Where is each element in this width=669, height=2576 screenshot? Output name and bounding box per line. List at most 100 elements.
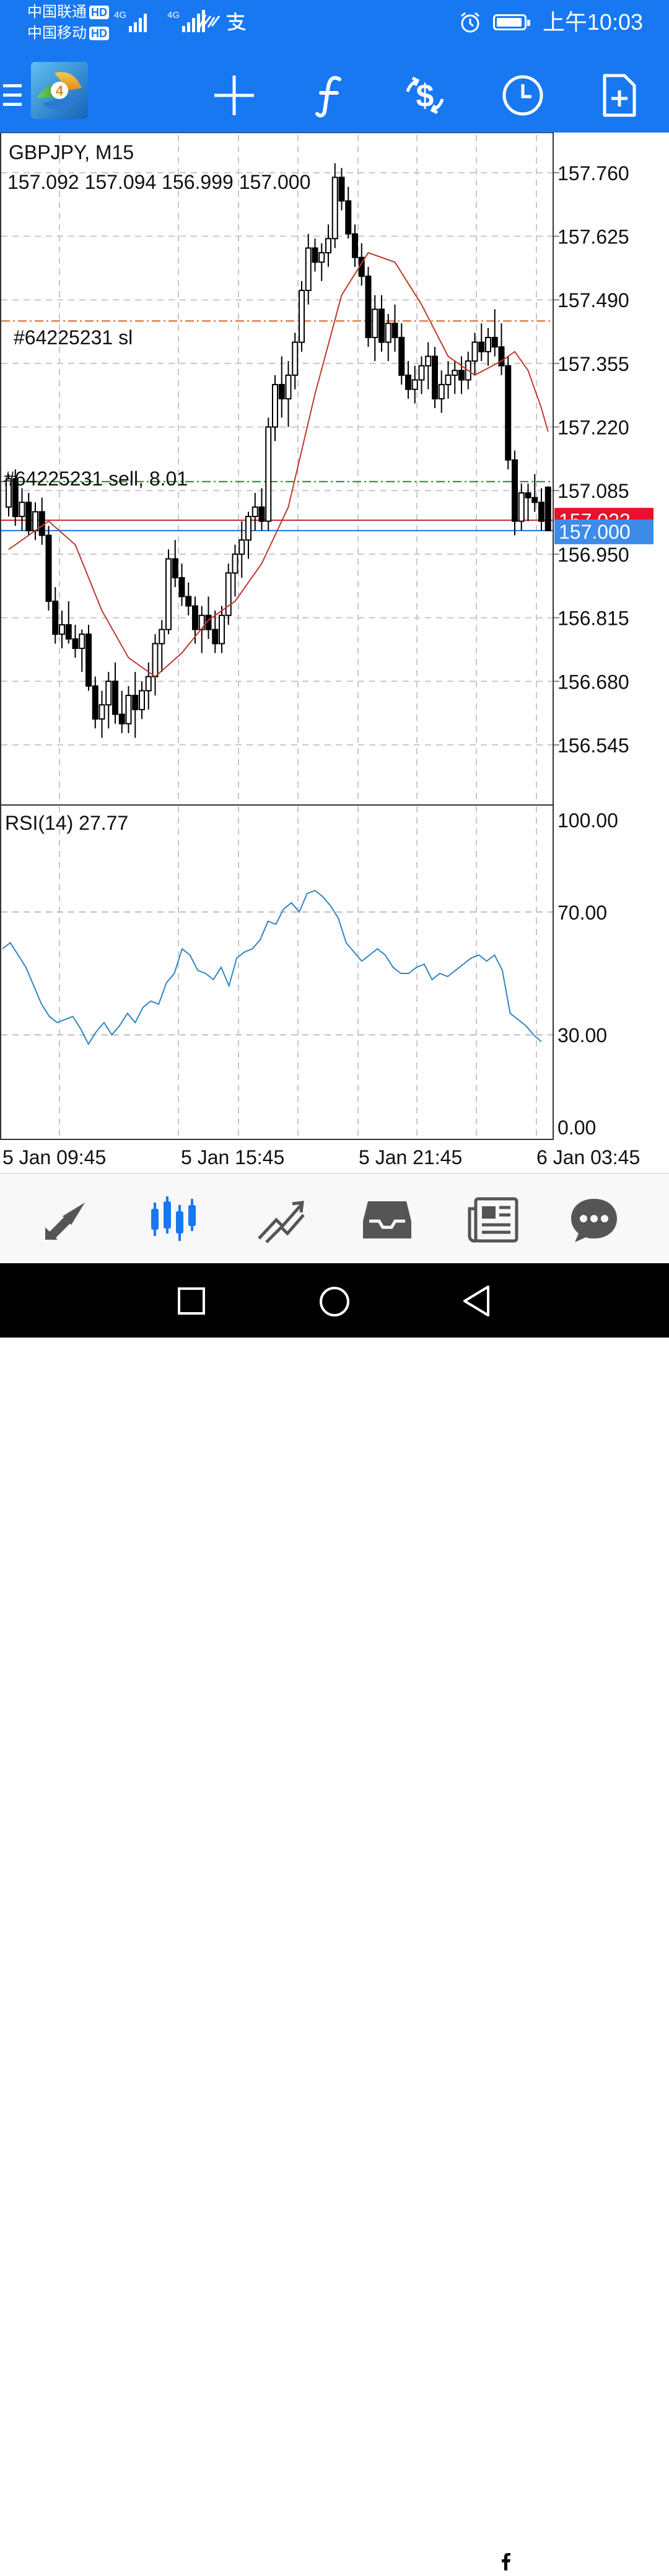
candle-body-bear [25, 502, 32, 531]
candle [112, 662, 118, 724]
back-button[interactable] [461, 1284, 491, 1321]
candle-body-bull [6, 478, 12, 508]
quotes-icon[interactable] [38, 1195, 94, 1245]
time-axis-label: 5 Jan 21:45 [359, 1146, 462, 1168]
candle-body-bull [79, 633, 85, 650]
messages-icon[interactable] [566, 1195, 622, 1245]
candle-body-bear [112, 681, 118, 715]
candle [165, 549, 172, 635]
current-price-tag [554, 519, 654, 544]
candle [38, 497, 45, 545]
candle [418, 356, 425, 394]
candle-body-bull [159, 629, 165, 645]
candle-body-bear [458, 370, 465, 381]
price-tick-label: 157.760 [558, 162, 629, 185]
candle-body-bull [331, 176, 338, 240]
status-carrier-1: 中国联通 HD [27, 4, 109, 21]
candle-body-bear [258, 506, 265, 522]
candle-body-bear [65, 624, 72, 640]
candle-body-bear [538, 502, 544, 522]
candle-body-bull [318, 252, 325, 263]
candle-body-bear [365, 276, 372, 339]
candle [212, 611, 219, 653]
metatrader-logo[interactable]: 4 [28, 59, 90, 121]
candle [299, 281, 305, 352]
menu-icon[interactable] [0, 69, 25, 121]
candle [478, 323, 485, 362]
candle-body-bull [32, 511, 38, 531]
ohlc-label: 157.092 157.094 156.999 157.000 [7, 171, 310, 193]
candle [292, 333, 299, 389]
clock-icon[interactable] [497, 69, 549, 121]
candle-body-bull [299, 289, 305, 343]
candle [172, 540, 178, 588]
candle-body-bear [172, 558, 178, 578]
candle [132, 672, 139, 738]
new-document-icon[interactable] [593, 69, 645, 121]
battery-fill [496, 18, 522, 27]
hd-badge: HD [89, 6, 109, 19]
candle [79, 629, 85, 672]
price-tick-label: 157.355 [558, 353, 629, 375]
candle [525, 483, 531, 521]
candle-body-bull [485, 337, 491, 352]
candle [45, 526, 52, 611]
trade-icon[interactable] [253, 1195, 308, 1245]
carrier-2-label: 中国移动 [27, 25, 87, 41]
candle [471, 333, 478, 375]
candle [278, 356, 285, 418]
price-tick-label: 156.545 [558, 734, 629, 757]
candle-body-bull [165, 558, 172, 630]
candle-body-bear [544, 486, 551, 531]
trading-chart[interactable]: 157.760 157.625 157.490 157.355 157.220 157.0… [0, 133, 669, 1173]
candle-body-bull [238, 539, 245, 555]
candle-body-bull [305, 247, 312, 291]
candle-body-bull [418, 365, 425, 381]
price-tick-label: 156.950 [558, 544, 629, 566]
rsi-tick-label: 30.00 [558, 1024, 607, 1046]
candle [105, 672, 112, 729]
net-type-2: 4G [167, 10, 180, 20]
price-tick-label: 156.680 [558, 671, 629, 693]
price-tick-label: 156.815 [558, 607, 629, 630]
candle [505, 356, 512, 469]
function-icon[interactable] [305, 69, 357, 121]
history-icon[interactable] [359, 1195, 415, 1245]
chart-tab-icon[interactable] [146, 1195, 202, 1245]
candle-body-bear [405, 374, 411, 390]
candle-body-bear [378, 308, 385, 343]
current-price-tag-label: 157.000 [559, 521, 631, 543]
candle-body-bear [432, 355, 438, 399]
crosshair-icon[interactable] [208, 69, 260, 121]
candle-body-bull [198, 614, 205, 630]
candle [485, 328, 491, 366]
net-type-1: 4G [114, 10, 127, 20]
candle [272, 375, 278, 442]
rsi-tick-label: 0.00 [558, 1116, 596, 1139]
recent-apps-button[interactable] [177, 1287, 206, 1318]
candle [345, 186, 352, 239]
dollar-cycle-icon[interactable]: $ [399, 69, 451, 121]
candle-body-bear [38, 511, 45, 536]
candle-body-bear [85, 633, 92, 687]
candle-body-bear [391, 323, 398, 339]
axis-labels: 157.760 157.625 157.490 157.355 157.220 157.0… [2, 162, 654, 1168]
system-nav-bar: @非线工作室 [0, 1263, 669, 2574]
candle [338, 168, 345, 211]
candle-body-bear [132, 695, 139, 710]
hd-badge-2: HD [89, 27, 109, 40]
candle [312, 238, 318, 272]
candle [85, 624, 92, 691]
rsi-tick-label: 100.00 [558, 809, 618, 832]
moving-average-series [8, 251, 549, 677]
candle-body-bull [285, 374, 292, 399]
candle-body-bull [272, 384, 278, 428]
candle-body-bear [52, 600, 59, 635]
symbol-label: GBPJPY, M15 [9, 141, 134, 163]
news-icon[interactable] [466, 1195, 522, 1245]
time-axis-label: 6 Jan 03:45 [536, 1146, 640, 1168]
alarm-icon [460, 12, 479, 33]
candle-body-bull [152, 643, 159, 677]
candle [352, 224, 358, 267]
home-button[interactable] [318, 1286, 351, 1321]
